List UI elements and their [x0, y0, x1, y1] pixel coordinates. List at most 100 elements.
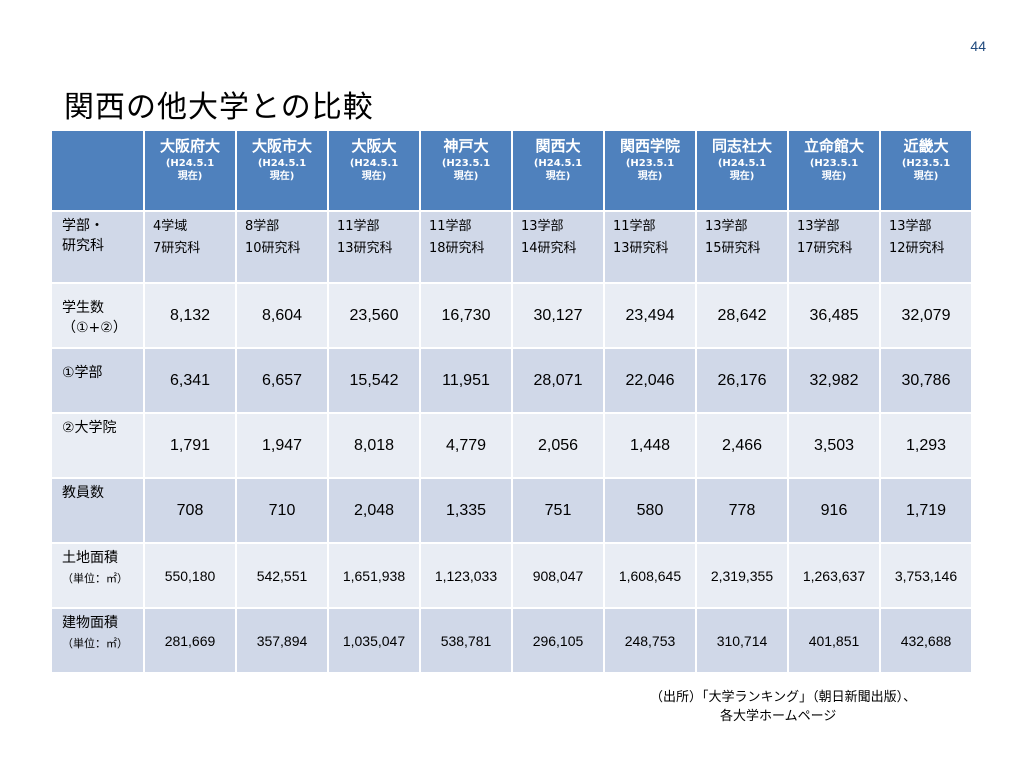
cell-land-area: 3,753,146	[880, 543, 973, 609]
undergrad-schools: 11学部	[429, 219, 472, 234]
cell-land-area: 2,319,355	[696, 543, 789, 609]
row-students: 学生数 （①+②） 8,132 8,604 23,560 16,730 30,127 23…	[52, 283, 973, 349]
cell-graduate: 1,448	[604, 413, 697, 479]
cell-students: 8,604	[236, 283, 329, 349]
header-row: 大阪府大 (H24.5.1 現在) 大阪市大 (H24.5.1 現在) 大阪大 (H24.5.…	[52, 131, 973, 212]
header-university-5: 関西学院 (H23.5.1 現在)	[604, 131, 697, 212]
row-label-line1: 建物面積	[62, 615, 118, 631]
cell-graduate: 3,503	[788, 413, 881, 479]
undergrad-schools: 11学部	[613, 219, 656, 234]
row-label-line1: 学生数	[62, 300, 104, 316]
as-of-date: (H23.5.1	[625, 158, 675, 169]
as-of-date: (H24.5.1	[533, 158, 583, 169]
cell-undergrad: 11,951	[420, 348, 513, 414]
source-note: （出所）「大学ランキング」（朝日新聞出版）、 各大学ホームページ	[650, 688, 970, 726]
graduate-schools: 10研究科	[245, 241, 301, 256]
cell-faculty-staff: 751	[512, 478, 605, 544]
as-of-suffix: 現在)	[361, 171, 387, 182]
cell-graduate: 2,056	[512, 413, 605, 479]
university-name: 立命館大	[803, 137, 864, 155]
cell-faculty: 13学部 14研究科	[512, 211, 605, 284]
undergrad-schools: 13学部	[797, 219, 840, 234]
as-of-date: (H24.5.1	[165, 158, 215, 169]
as-of-date: (H23.5.1	[809, 158, 859, 169]
row-label-line1: 学部・	[62, 218, 104, 234]
university-name: 大阪大	[351, 137, 397, 155]
row-land-area: 土地面積 （単位：㎡） 550,180 542,551 1,651,938 1,123…	[52, 543, 973, 609]
as-of-date: (H24.5.1	[717, 158, 767, 169]
as-of-date: (H23.5.1	[901, 158, 951, 169]
cell-undergrad: 28,071	[512, 348, 605, 414]
source-line-1: （出所）「大学ランキング」（朝日新聞出版）、	[650, 690, 917, 705]
as-of-suffix: 現在)	[545, 171, 571, 182]
header-university-4: 関西大 (H24.5.1 現在)	[512, 131, 605, 212]
cell-undergrad: 6,341	[144, 348, 237, 414]
row-label-line2: 研究科	[62, 238, 104, 254]
cell-faculty: 11学部 13研究科	[328, 211, 421, 284]
page-number: 44	[970, 38, 986, 54]
cell-students: 30,127	[512, 283, 605, 349]
source-line-2: 各大学ホームページ	[720, 709, 837, 724]
graduate-schools: 15研究科	[705, 241, 761, 256]
graduate-schools: 14研究科	[521, 241, 577, 256]
cell-graduate: 1,293	[880, 413, 973, 479]
row-label-undergrad: ①学部	[52, 348, 145, 414]
graduate-schools: 12研究科	[889, 241, 945, 256]
header-university-0: 大阪府大 (H24.5.1 現在)	[144, 131, 237, 212]
cell-land-area: 1,263,637	[788, 543, 881, 609]
university-name: 大阪市大	[251, 137, 312, 155]
row-graduate: ②大学院 1,791 1,947 8,018 4,779 2,056 1,448 2,466…	[52, 413, 973, 479]
header-university-2: 大阪大 (H24.5.1 現在)	[328, 131, 421, 212]
cell-building-area: 1,035,047	[328, 608, 421, 674]
row-label-faculty: 学部・ 研究科	[52, 211, 145, 284]
cell-faculty-staff: 778	[696, 478, 789, 544]
slide-title: 関西の他大学との比較	[64, 90, 374, 125]
cell-undergrad: 26,176	[696, 348, 789, 414]
cell-building-area: 248,753	[604, 608, 697, 674]
header-university-3: 神戸大 (H23.5.1 現在)	[420, 131, 513, 212]
cell-students: 23,560	[328, 283, 421, 349]
cell-faculty-staff: 580	[604, 478, 697, 544]
header-corner-cell	[52, 131, 145, 212]
cell-land-area: 1,608,645	[604, 543, 697, 609]
as-of-date: (H23.5.1	[441, 158, 491, 169]
cell-faculty: 11学部 13研究科	[604, 211, 697, 284]
cell-faculty-staff: 1,335	[420, 478, 513, 544]
undergrad-schools: 13学部	[705, 219, 748, 234]
comparison-table: 大阪府大 (H24.5.1 現在) 大阪市大 (H24.5.1 現在) 大阪大 (H24.5.…	[52, 131, 973, 674]
undergrad-schools: 13学部	[889, 219, 932, 234]
cell-faculty-staff: 710	[236, 478, 329, 544]
as-of-date: (H24.5.1	[257, 158, 307, 169]
university-name: 神戸大	[443, 137, 489, 155]
row-label-line1: ②大学院	[62, 420, 117, 436]
row-label-land-area: 土地面積 （単位：㎡）	[52, 543, 145, 609]
university-name: 関西大	[535, 137, 581, 155]
cell-land-area: 1,123,033	[420, 543, 513, 609]
cell-building-area: 357,894	[236, 608, 329, 674]
university-name: 近畿大	[903, 137, 949, 155]
cell-building-area: 281,669	[144, 608, 237, 674]
graduate-schools: 13研究科	[337, 241, 393, 256]
row-undergrad: ①学部 6,341 6,657 15,542 11,951 28,071 22,046 26…	[52, 348, 973, 414]
cell-students: 28,642	[696, 283, 789, 349]
header-university-6: 同志社大 (H24.5.1 現在)	[696, 131, 789, 212]
row-building-area: 建物面積 （単位：㎡） 281,669 357,894 1,035,047 538,7…	[52, 608, 973, 674]
header-university-8: 近畿大 (H23.5.1 現在)	[880, 131, 973, 212]
cell-faculty-staff: 2,048	[328, 478, 421, 544]
cell-land-area: 542,551	[236, 543, 329, 609]
cell-students: 16,730	[420, 283, 513, 349]
cell-building-area: 296,105	[512, 608, 605, 674]
cell-faculty: 4学域 7研究科	[144, 211, 237, 284]
as-of-suffix: 現在)	[637, 171, 663, 182]
cell-students: 32,079	[880, 283, 973, 349]
row-label-line1: 土地面積	[62, 550, 118, 566]
cell-undergrad: 32,982	[788, 348, 881, 414]
cell-land-area: 550,180	[144, 543, 237, 609]
cell-students: 8,132	[144, 283, 237, 349]
cell-faculty: 8学部 10研究科	[236, 211, 329, 284]
undergrad-schools: 11学部	[337, 219, 380, 234]
cell-faculty: 13学部 15研究科	[696, 211, 789, 284]
cell-graduate: 2,466	[696, 413, 789, 479]
row-label-building-area: 建物面積 （単位：㎡）	[52, 608, 145, 674]
header-university-7: 立命館大 (H23.5.1 現在)	[788, 131, 881, 212]
